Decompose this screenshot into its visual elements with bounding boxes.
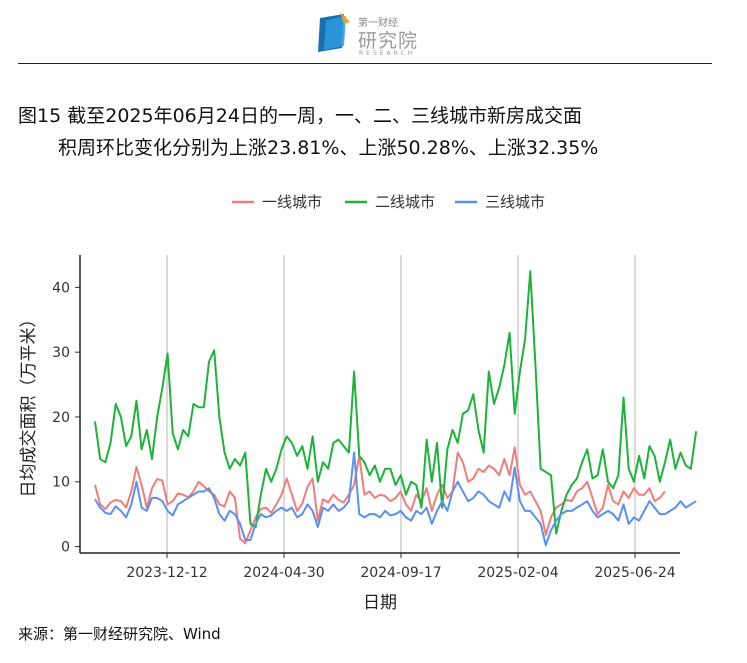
legend-label: 二线城市 [375,193,435,211]
line-chart: 一线城市 二线城市 三线城市 2023-12-12 2024-04-30 2024-09… [19,193,698,613]
y-tick-label: 10 [52,475,70,491]
logo-mark-icon [318,12,350,52]
legend-label: 一线城市 [262,193,322,211]
source-note: 来源：第一财经研究院、Wind [18,625,221,643]
y-axis-label: 日均成交面积（万平米） [19,311,39,498]
figure-title-line2: 积周环比变化分别为上涨23.81%、上涨50.28%、上涨32.35% [58,137,599,159]
x-tick-label: 2025-02-04 [477,565,558,581]
logo: 第一财经 研究院 RESEARCH [312,6,442,60]
y-tick-label: 40 [52,280,70,296]
x-tick-label: 2025-06-24 [594,565,675,581]
legend-label: 三线城市 [485,193,545,211]
logo-top-text: 第一财经 [358,18,398,29]
series-line-三线城市 [94,451,697,547]
y-tick-label: 20 [52,410,70,426]
logo-main-text: 研究院 [358,30,419,52]
y-tick-label: 30 [52,345,70,361]
x-tick-label: 2023-12-12 [126,565,207,581]
axes: 2023-12-12 2024-04-30 2024-09-17 2025-02-04… [52,255,680,581]
y-tick-label: 0 [61,540,70,556]
logo-sub-text: RESEARCH [359,50,416,57]
series-line-二线城市 [94,270,698,535]
figure-title: 图15 截至2025年06月24日的一周，一、二、三线城市新房成交面 积周环比变… [18,100,728,164]
figure-label: 图15 [18,105,62,127]
legend: 一线城市 二线城市 三线城市 [232,193,545,211]
x-tick-label: 2024-09-17 [360,565,441,581]
figure-title-line1: 截至2025年06月24日的一周，一、二、三线城市新房成交面 [67,105,582,127]
series-line-一线城市 [94,446,666,545]
header-divider [18,63,712,64]
x-tick-label: 2024-04-30 [243,565,324,581]
x-axis-label: 日期 [363,593,397,613]
series-lines [94,270,698,547]
